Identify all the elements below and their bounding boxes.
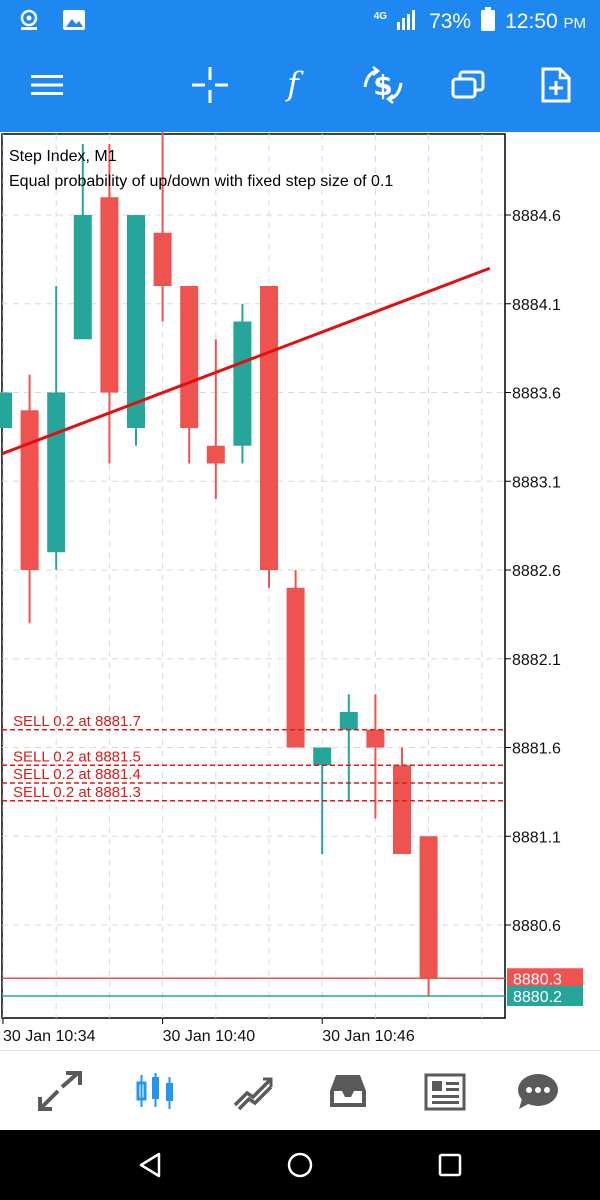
candle xyxy=(233,303,252,464)
battery-icon xyxy=(481,7,496,37)
new-order-icon[interactable] xyxy=(531,60,581,110)
candle xyxy=(100,144,119,464)
svg-text:f: f xyxy=(285,67,304,103)
gallery-icon xyxy=(62,8,86,37)
candle-body xyxy=(0,392,12,428)
candlestick-chart[interactable]: 8884.6 8884.1 8883.6 8883.1 8882.6 8882.1 8881… xyxy=(0,132,600,1050)
chart-icon[interactable] xyxy=(128,1063,184,1119)
candle-body xyxy=(260,286,278,570)
messages-icon[interactable] xyxy=(510,1063,566,1119)
trendline xyxy=(2,266,491,456)
candle-body xyxy=(419,836,438,979)
candle-body xyxy=(339,712,358,730)
recents-icon[interactable] xyxy=(428,1143,472,1187)
order-label: SELL 0.2 at 8881.7 xyxy=(13,713,141,730)
price-tag-label: 8880.2 xyxy=(513,989,562,1006)
chart-title: Step Index, M1 xyxy=(9,148,117,165)
candle xyxy=(206,339,225,499)
candle-body xyxy=(153,232,172,286)
crosshair-icon[interactable] xyxy=(185,60,235,110)
history-icon[interactable] xyxy=(320,1063,376,1119)
candle xyxy=(366,694,385,819)
candle xyxy=(153,132,172,322)
y-tick-label: 8881.6 xyxy=(512,741,561,758)
bottom-navigation xyxy=(0,1050,600,1131)
candle-body xyxy=(366,729,385,748)
y-tick-label: 8883.6 xyxy=(512,386,561,403)
price-tag xyxy=(507,968,583,989)
order-label: SELL 0.2 at 8881.5 xyxy=(13,748,141,765)
order-label: SELL 0.2 at 8881.3 xyxy=(13,784,141,801)
candle xyxy=(260,286,278,588)
indicators-icon[interactable]: f xyxy=(268,60,318,110)
y-tick-label: 8883.1 xyxy=(512,474,561,491)
candle-body xyxy=(100,197,119,393)
notification-icon xyxy=(18,8,40,37)
x-tick-label: 30 Jan 10:34 xyxy=(3,1028,96,1045)
status-bar: 4G 73% 12:50 PM xyxy=(0,0,600,40)
system-navigation-bar xyxy=(0,1130,600,1200)
price-tag-label: 8880.3 xyxy=(513,971,562,988)
trade-icon[interactable] xyxy=(225,1063,281,1119)
y-tick-label: 8881.1 xyxy=(512,829,561,846)
candle-body xyxy=(47,392,66,553)
candle xyxy=(419,836,438,996)
x-tick-label: 30 Jan 10:46 xyxy=(322,1028,415,1045)
signal-icon xyxy=(397,8,419,36)
order-label: SELL 0.2 at 8881.4 xyxy=(13,766,141,783)
network-type: 4G xyxy=(373,10,388,22)
battery-percent: 73% xyxy=(429,10,472,33)
candle-body xyxy=(233,321,252,446)
price-tag xyxy=(507,986,583,1006)
candle xyxy=(0,392,12,428)
candle-body xyxy=(313,747,332,766)
y-tick-label: 8882.1 xyxy=(512,652,561,669)
chart-area[interactable]: 8884.6 8884.1 8883.6 8883.1 8882.6 8882.1 8881… xyxy=(0,132,600,1050)
windows-icon[interactable] xyxy=(443,60,493,110)
app-toolbar: f $ xyxy=(0,40,600,132)
candle xyxy=(73,144,92,340)
candle-body xyxy=(206,445,225,464)
clock: 12:50 PM xyxy=(505,10,586,33)
menu-icon[interactable] xyxy=(22,60,72,110)
svg-text:$: $ xyxy=(373,69,392,102)
candle-body xyxy=(127,215,145,428)
candle-body xyxy=(73,215,92,340)
candle-body xyxy=(286,587,305,748)
y-tick-label: 8884.6 xyxy=(512,208,561,225)
home-icon[interactable] xyxy=(278,1143,322,1187)
y-tick-label: 8880.6 xyxy=(512,918,561,935)
candle xyxy=(20,374,39,624)
trade-icon[interactable]: $ xyxy=(358,60,408,110)
x-tick-label: 30 Jan 10:40 xyxy=(163,1028,256,1045)
back-icon[interactable] xyxy=(128,1143,172,1187)
candle xyxy=(127,215,145,446)
y-tick-label: 8884.1 xyxy=(512,297,561,314)
candle xyxy=(180,286,199,464)
news-icon[interactable] xyxy=(416,1063,472,1119)
candle-body xyxy=(20,410,39,570)
candle xyxy=(286,570,305,748)
quotes-icon[interactable] xyxy=(32,1063,88,1119)
y-tick-label: 8882.6 xyxy=(512,563,561,580)
candle-body xyxy=(393,765,411,854)
chart-subtitle: Equal probability of up/down with fixed … xyxy=(9,173,393,190)
candle-body xyxy=(180,286,199,428)
